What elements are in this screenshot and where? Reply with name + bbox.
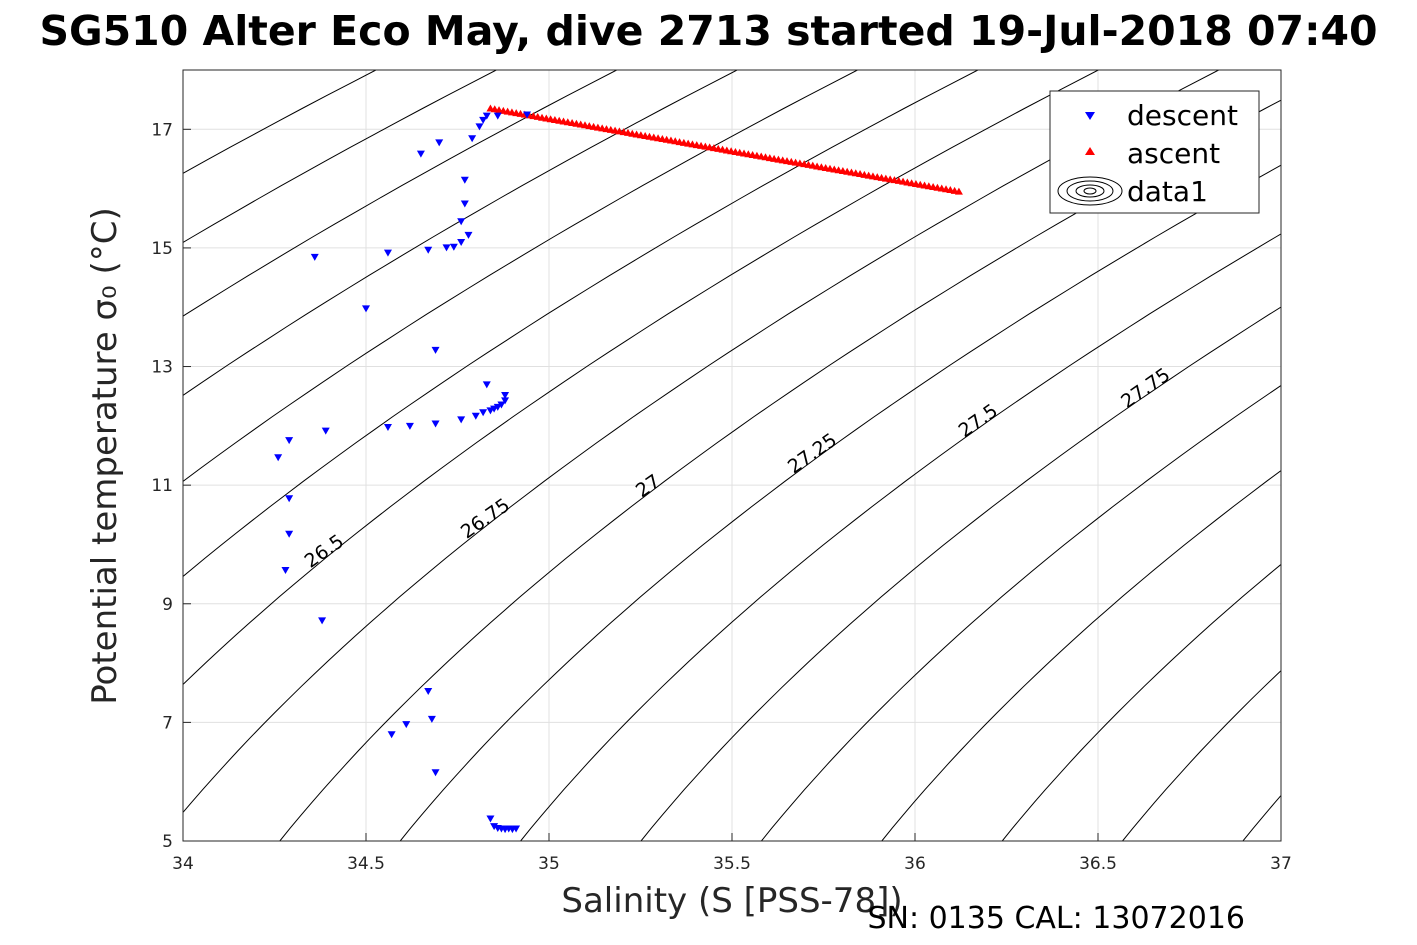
descent-point — [402, 721, 411, 729]
serial-calibration-label: SN: 0135 CAL: 13072016 — [867, 901, 1245, 936]
x-tick-label: 35 — [538, 854, 560, 874]
descent-point — [479, 116, 488, 124]
descent-point — [318, 617, 327, 625]
descent-point — [512, 825, 521, 833]
y-tick-label: 17 — [151, 120, 173, 140]
x-tick-label: 36 — [904, 854, 926, 874]
descent-point — [281, 566, 290, 574]
descent-point — [464, 231, 473, 239]
descent-point — [482, 112, 491, 120]
density-contour-26.25 — [183, 70, 979, 578]
y-tick-label: 11 — [151, 476, 173, 496]
y-tick-label: 9 — [162, 595, 173, 615]
descent-point — [310, 253, 319, 261]
descent-point — [442, 244, 451, 252]
descent-point — [431, 769, 440, 777]
descent-point — [493, 112, 502, 120]
descent-point — [285, 530, 294, 538]
descent-point — [405, 422, 414, 430]
descent-series — [274, 111, 532, 834]
x-tick-label: 36.5 — [1079, 854, 1117, 874]
density-contour-25.5 — [183, 70, 617, 317]
descent-point — [362, 305, 370, 313]
descent-point — [457, 238, 466, 246]
ascent-series — [486, 104, 963, 195]
ascent-point — [954, 187, 963, 195]
descent-point — [383, 249, 392, 257]
descent-point — [274, 454, 283, 462]
x-tick-label: 35.5 — [713, 854, 751, 874]
descent-point — [468, 135, 477, 143]
descent-point — [457, 416, 466, 424]
density-contour-27.5 — [520, 233, 1281, 841]
density-contour-28.75 — [1122, 669, 1281, 841]
legend: descent ascent data1 — [1049, 90, 1260, 214]
density-contour-28.5 — [1001, 563, 1281, 841]
legend-contour-icon — [1057, 176, 1123, 206]
legend-ascent-label: ascent — [1127, 137, 1220, 170]
y-tick-label: 5 — [162, 832, 173, 852]
descent-point — [285, 495, 294, 503]
density-contour-25.25 — [183, 70, 497, 244]
descent-point — [501, 397, 510, 405]
descent-point — [416, 150, 425, 158]
descent-point — [493, 403, 502, 411]
descent-point — [457, 218, 466, 226]
descent-point — [490, 405, 499, 413]
descent-point — [486, 815, 495, 823]
descent-point — [321, 427, 330, 435]
x-tick-label: 34 — [172, 854, 194, 874]
descent-point — [490, 823, 499, 831]
x-tick-label: 34.5 — [347, 854, 385, 874]
x-axis-label: Salinity (S [PSS-78]) — [561, 881, 902, 921]
chart-title: SG510 Alter Eco May, dive 2713 started 1… — [39, 7, 1377, 55]
descent-point — [285, 437, 294, 445]
descent-point — [383, 424, 392, 432]
descent-point — [387, 731, 396, 739]
y-tick-label: 15 — [151, 239, 173, 259]
descent-point — [431, 420, 440, 428]
density-contour-26.75 — [183, 70, 1219, 814]
legend-data1-label: data1 — [1127, 175, 1208, 208]
descent-point — [424, 687, 433, 695]
y-tick-label: 13 — [151, 358, 173, 378]
descent-point — [475, 123, 484, 131]
legend-ascent-marker — [1085, 147, 1095, 155]
descent-point — [460, 200, 469, 208]
descent-point — [427, 715, 436, 723]
descent-point — [479, 409, 488, 417]
descent-point — [460, 176, 469, 184]
density-contour-28.25 — [881, 469, 1281, 841]
descent-point — [482, 381, 491, 389]
y-axis-label: Potential temperature σ₀ (°C) — [85, 207, 125, 705]
descent-point — [501, 392, 510, 400]
descent-point — [435, 139, 444, 147]
density-contour-28 — [761, 384, 1281, 841]
y-tick-labels: 5 7 9 11 13 15 17 — [151, 120, 173, 852]
density-contour-27.75 — [640, 306, 1281, 841]
descent-point — [449, 243, 458, 251]
density-contour-26 — [183, 70, 858, 482]
density-contour-26.5 — [183, 70, 1099, 686]
x-tick-labels: 34 34.5 35 35.5 36 36.5 37 — [172, 854, 1292, 874]
descent-point — [497, 401, 506, 409]
y-tick-label: 7 — [162, 713, 173, 733]
legend-descent-label: descent — [1127, 99, 1238, 132]
descent-point — [523, 111, 532, 119]
x-tick-label: 37 — [1270, 854, 1292, 874]
legend-descent-marker — [1085, 112, 1095, 120]
descent-point — [424, 246, 433, 254]
descent-point — [486, 407, 495, 415]
descent-point — [471, 412, 480, 420]
density-contours — [183, 70, 1281, 841]
density-contour-25.75 — [183, 70, 738, 396]
descent-point — [431, 346, 440, 354]
axes — [182, 69, 1282, 842]
